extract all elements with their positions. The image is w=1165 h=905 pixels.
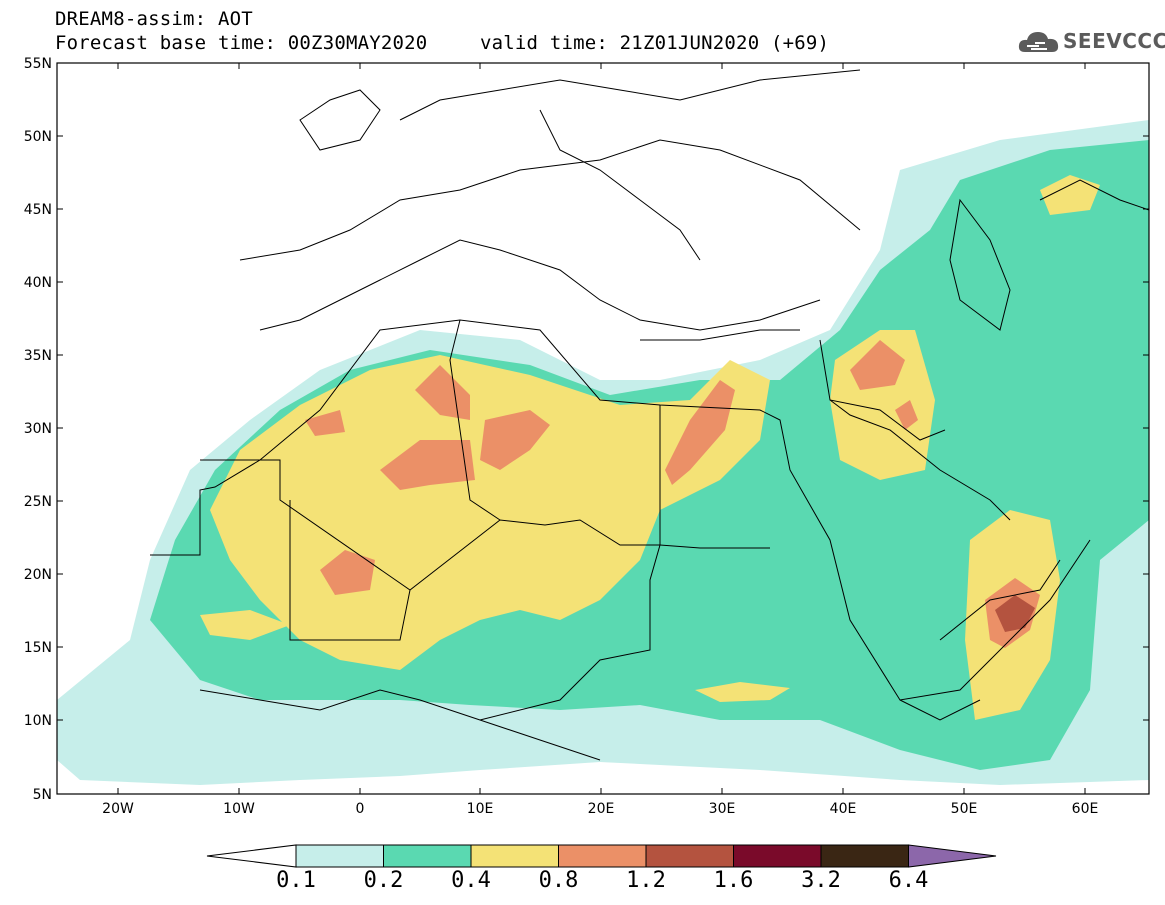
boundaries xyxy=(150,69,1149,761)
longitude-labels: 20W 10W 0 10E 20E 30E 40E 50E 60E xyxy=(102,801,1098,817)
aot-band-0.8-e xyxy=(665,380,735,485)
aot-band-0.4-west xyxy=(200,610,290,640)
lon-label: 10W xyxy=(223,801,255,817)
aot-band-0.4-caspian xyxy=(1040,175,1100,215)
colorbar-label: 0.4 xyxy=(451,868,491,893)
aot-band-0.8-g xyxy=(895,400,918,430)
map-title-line2: Forecast base time: 00Z30MAY2020 valid ti… xyxy=(55,32,829,54)
aot-band-0.8-b xyxy=(380,440,475,490)
lat-label: 25N xyxy=(24,494,52,510)
lat-label: 35N xyxy=(24,348,52,364)
aot-band-0.4-sahel xyxy=(695,682,790,702)
aot-band-0.8-f xyxy=(850,340,905,390)
colorbar-swatch xyxy=(470,844,559,868)
lon-label: 30E xyxy=(709,801,736,817)
colorbar-swatch xyxy=(558,844,647,868)
lat-label: 20N xyxy=(24,567,52,583)
map-frame xyxy=(56,62,1150,795)
lon-label: 60E xyxy=(1072,801,1099,817)
lon-label: 40E xyxy=(830,801,857,817)
colorbar xyxy=(206,844,997,868)
cloud-logo-icon xyxy=(1018,32,1059,52)
lat-label: 30N xyxy=(24,421,52,437)
aot-band-1.2 xyxy=(995,595,1035,632)
colorbar-swatch xyxy=(383,844,472,868)
aot-band-0.8-d xyxy=(320,550,375,595)
lon-label: 50E xyxy=(951,801,978,817)
aot-band-0.8-i xyxy=(305,410,345,436)
lat-label: 45N xyxy=(24,202,52,218)
colorbar-label: 6.4 xyxy=(888,868,929,893)
aot-band-0.8-c xyxy=(480,410,550,470)
colorbar-label: 1.6 xyxy=(713,868,754,893)
base-time-text: Forecast base time: 00Z30MAY2020 xyxy=(55,32,428,54)
valid-time-text: valid time: 21Z01JUN2020 (+69) xyxy=(480,32,830,54)
lat-label: 5N xyxy=(33,787,52,803)
logo-text: SEEVCCC xyxy=(1063,29,1165,53)
colorbar-swatch xyxy=(733,844,822,868)
colorbar-label: 0.2 xyxy=(363,868,404,893)
axis-ticks xyxy=(57,63,1149,794)
colorbar-swatch xyxy=(645,844,734,868)
lat-label: 15N xyxy=(24,640,52,656)
aot-field xyxy=(57,120,1149,785)
colorbar-label: 0.1 xyxy=(276,868,316,893)
latitude-labels: 55N 50N 45N 40N 35N 30N 25N 20N 15N 10N … xyxy=(24,56,52,803)
colorbar-label: 3.2 xyxy=(801,868,841,893)
lat-label: 10N xyxy=(24,713,52,729)
colorbar-below-triangle xyxy=(206,844,297,868)
colorbar-label: 0.8 xyxy=(538,868,579,893)
lon-label: 10E xyxy=(467,801,494,817)
lon-label: 0 xyxy=(356,801,365,817)
colorbar-swatch xyxy=(295,844,384,868)
seevccc-logo: SEEVCCC xyxy=(1017,24,1165,58)
lon-label: 20W xyxy=(102,801,134,817)
colorbar-swatch xyxy=(820,844,909,868)
lat-label: 50N xyxy=(24,129,52,145)
lat-label: 40N xyxy=(24,275,52,291)
lon-label: 20E xyxy=(588,801,615,817)
colorbar-label: 1.2 xyxy=(626,868,666,893)
lat-label: 55N xyxy=(24,56,52,72)
colorbar-above-triangle xyxy=(908,844,997,868)
map-title-line1: DREAM8-assim: AOT xyxy=(55,8,253,30)
